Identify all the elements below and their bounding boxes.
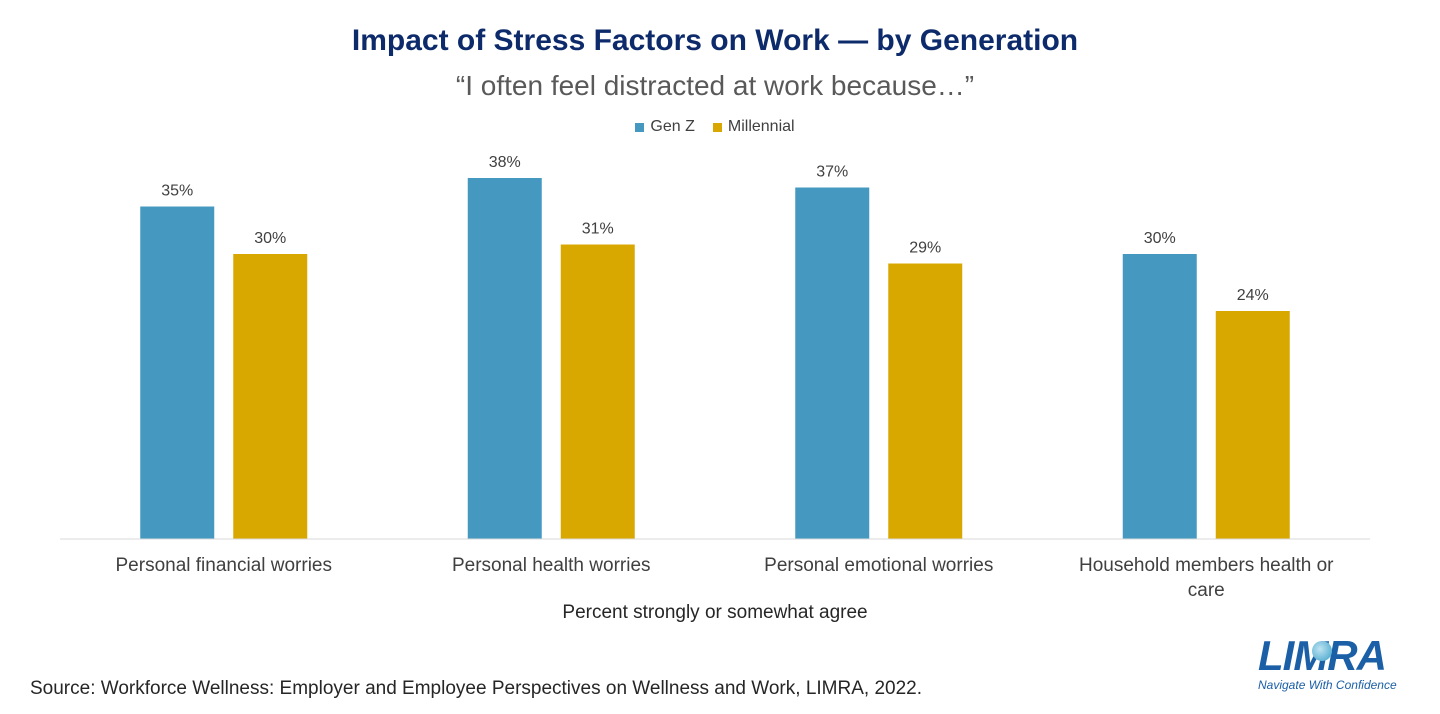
- bar-gen-z: [1122, 254, 1197, 539]
- data-label-millennial: 30%: [254, 230, 286, 247]
- legend-swatch-gen-z: [635, 122, 645, 132]
- data-label-gen-z: 30%: [1144, 230, 1176, 247]
- limra-logo: LIMRA Navigate With Confidence: [1252, 632, 1402, 696]
- globe-icon: [1312, 641, 1332, 661]
- legend-label-millennial: Millennial: [727, 118, 795, 135]
- legend-swatch-millennial: [712, 122, 722, 132]
- chart-title: Impact of Stress Factors on Work — by Ge…: [351, 24, 1079, 57]
- data-label-millennial: 31%: [582, 221, 614, 238]
- data-label-gen-z: 38%: [489, 154, 521, 171]
- logo-tagline: Navigate With Confidence: [1258, 678, 1397, 692]
- data-label-gen-z: 35%: [161, 183, 193, 200]
- data-label-gen-z: 37%: [816, 164, 848, 181]
- bar-millennial: [560, 244, 635, 539]
- chart-subtitle: “I often feel distracted at work because…: [455, 70, 975, 101]
- data-label-millennial: 29%: [909, 240, 941, 257]
- category-label: Personal health worries: [452, 555, 651, 576]
- category-label: Household members health or: [1079, 555, 1334, 576]
- bar-millennial: [888, 263, 963, 539]
- category-label: Personal emotional worries: [764, 555, 993, 576]
- bar-millennial: [233, 254, 308, 539]
- category-label: Personal financial worries: [116, 555, 333, 576]
- bar-millennial: [1215, 311, 1290, 539]
- data-label-millennial: 24%: [1237, 287, 1269, 304]
- legend-label-gen-z: Gen Z: [650, 118, 695, 135]
- legend-item-gen-z: Gen Z: [635, 118, 695, 136]
- legend-item-millennial: Millennial: [712, 118, 795, 136]
- bar-gen-z: [795, 187, 870, 539]
- bar-gen-z: [140, 206, 215, 539]
- bar-gen-z: [467, 178, 542, 539]
- x-axis-title: Percent strongly or somewhat agree: [562, 602, 868, 623]
- legend: Gen Z Millennial: [0, 118, 1430, 136]
- source-note: Source: Workforce Wellness: Employer and…: [30, 678, 922, 699]
- category-label: care: [1188, 580, 1225, 601]
